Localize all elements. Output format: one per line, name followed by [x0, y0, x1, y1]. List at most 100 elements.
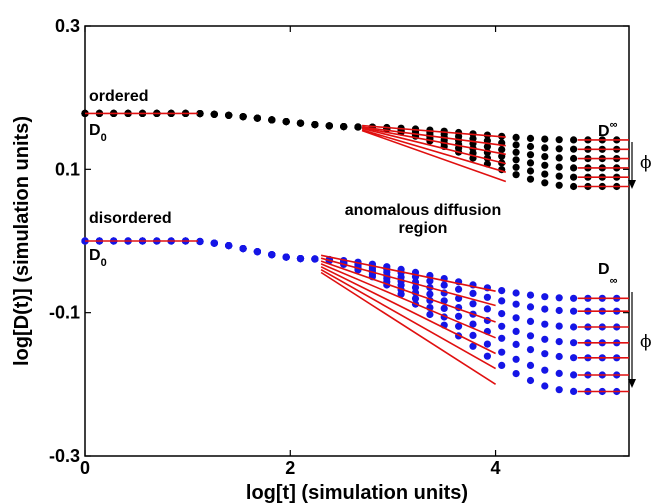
- disordered-point-5-34: [570, 371, 578, 379]
- ordered-point-5-16: [311, 121, 319, 129]
- disordered-point-1-27: [469, 289, 477, 297]
- ordered-point-5-32: [541, 179, 549, 187]
- ordered-fit-line-3: [361, 127, 506, 156]
- disordered-point-1-31: [526, 303, 535, 311]
- dinf-ordered-label: D∞: [598, 119, 618, 140]
- disordered-point-6-13: [268, 251, 276, 259]
- phi-arrow-disordered-head: [628, 379, 636, 388]
- ordered-point-5-31: [526, 175, 535, 183]
- disordered-point-6-11: [239, 245, 247, 253]
- disordered-point-5-23: [411, 294, 420, 303]
- ordered-point-4-31: [526, 167, 535, 175]
- ordered-point-3-34: [570, 164, 578, 172]
- phi-symbol-ordered: ϕ: [640, 153, 652, 173]
- x-tick-label-2: 4: [491, 458, 501, 478]
- disordered-point-4-29: [498, 334, 506, 342]
- disordered-point-0-33: [555, 294, 563, 302]
- ordered-point-2-33: [555, 154, 563, 162]
- d0-ordered-label: D0: [89, 122, 107, 144]
- disordered-point-0-30: [512, 289, 520, 297]
- disordered-point-1-29: [498, 297, 506, 305]
- ordered-point-5-18: [340, 123, 348, 131]
- disordered-point-6-12: [253, 248, 261, 256]
- ordered-point-1-33: [555, 145, 563, 153]
- y-tick-label-0: 0.3: [55, 16, 80, 36]
- ordered-point-4-32: [541, 170, 549, 178]
- ordered-label: ordered: [89, 88, 149, 105]
- disordered-point-2-33: [555, 322, 563, 330]
- ordered-fit-line-6: [361, 129, 507, 183]
- disordered-point-6-22: [397, 290, 405, 298]
- disordered-point-6-9: [210, 239, 218, 247]
- disordered-point-2-31: [526, 317, 535, 325]
- ordered-point-2-28: [483, 143, 491, 151]
- disordered-point-6-28: [483, 352, 491, 360]
- disordered-point-5-31: [526, 361, 535, 369]
- disordered-point-6-14: [282, 253, 290, 261]
- disordered-point-6-32: [541, 382, 549, 390]
- disordered-point-1-30: [512, 300, 520, 308]
- ordered-point-0-32: [541, 135, 549, 143]
- disordered-point-6-33: [555, 386, 563, 394]
- disordered-point-6-31: [526, 376, 535, 385]
- disordered-point-3-29: [498, 322, 506, 330]
- disordered-point-5-29: [498, 348, 506, 356]
- disordered-point-4-33: [555, 352, 563, 361]
- ordered-point-1-30: [512, 141, 520, 149]
- disordered-point-1-32: [541, 305, 549, 313]
- ordered-fit-line-1: [362, 124, 506, 138]
- disordered-point-0-32: [541, 293, 549, 301]
- ordered-point-1-32: [541, 144, 549, 152]
- disordered-point-6-10: [225, 242, 233, 250]
- ordered-point-5-34: [570, 182, 578, 191]
- ordered-point-5-10: [225, 111, 233, 119]
- y-tick-label-1: 0.1: [55, 159, 80, 179]
- disordered-point-3-31: [526, 332, 535, 340]
- disordered-point-0-31: [526, 291, 535, 299]
- ordered-point-3-30: [512, 156, 520, 164]
- ordered-point-5-19: [354, 123, 362, 131]
- disordered-point-3-33: [555, 338, 563, 346]
- disordered-fit-line-5: [320, 266, 496, 355]
- disordered-point-2-30: [512, 314, 520, 322]
- x-tick-label-1: 2: [285, 458, 295, 478]
- dinf-ordered-main: D: [598, 123, 610, 140]
- disordered-point-3-32: [541, 335, 549, 343]
- dinf-disordered-sub: ∞: [610, 275, 618, 287]
- disordered-point-3-30: [512, 327, 520, 335]
- ordered-point-4-33: [555, 172, 563, 180]
- ordered-fit-line-2: [361, 126, 506, 147]
- ordered-point-0-34: [570, 136, 578, 144]
- disordered-point-6-16: [311, 255, 319, 263]
- disordered-fit-line-7: [320, 271, 497, 385]
- disordered-point-6-24: [426, 310, 434, 319]
- ordered-point-2-29: [498, 146, 506, 154]
- disordered-point-1-26: [455, 285, 463, 293]
- disordered-point-4-32: [541, 350, 549, 358]
- ordered-point-5-14: [282, 118, 290, 126]
- x-tick-label-0: 0: [80, 458, 90, 478]
- disordered-fit-line-2: [320, 257, 496, 307]
- ordered-point-5-17: [325, 122, 333, 130]
- phi-arrow-ordered-head: [628, 180, 636, 189]
- ordered-point-2-32: [541, 153, 549, 161]
- disordered-point-6-15: [296, 255, 305, 263]
- dinf-ordered-sub: ∞: [610, 119, 618, 131]
- disordered-point-2-34: [570, 323, 578, 331]
- ordered-point-5-15: [296, 119, 305, 127]
- disordered-point-4-30: [512, 340, 520, 348]
- disordered-fit-line-6: [320, 269, 496, 370]
- disordered-point-4-31: [526, 346, 535, 354]
- disordered-point-5-26: [455, 322, 463, 330]
- disordered-point-4-34: [570, 354, 578, 362]
- d0-ordered-main: D: [89, 122, 101, 139]
- disordered-point-2-32: [541, 320, 549, 328]
- ordered-point-5-9: [210, 110, 218, 118]
- ordered-point-0-33: [555, 136, 563, 144]
- region-label-line1: anomalous diffusion: [345, 202, 501, 219]
- x-axis-title: log[t] (simulation units): [246, 482, 468, 504]
- ordered-fit-line-4: [361, 127, 506, 165]
- disordered-point-1-33: [555, 306, 563, 315]
- y-tick-label-3: -0.3: [49, 446, 80, 466]
- disordered-point-5-33: [555, 369, 563, 377]
